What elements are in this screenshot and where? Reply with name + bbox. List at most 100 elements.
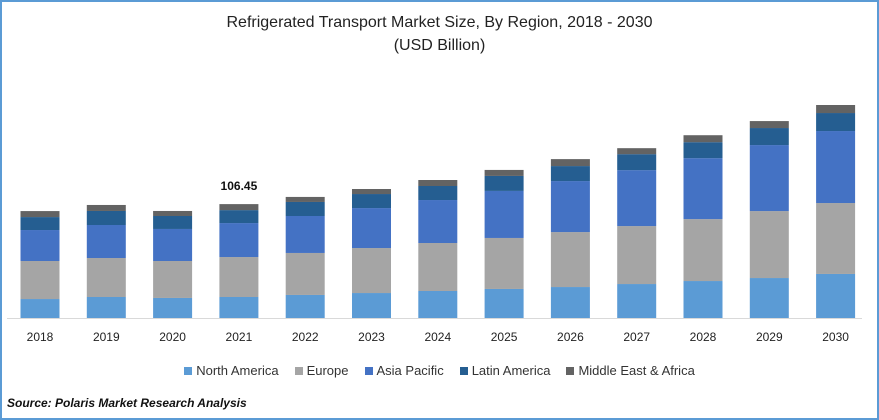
bar-segment-north-america-2025 [484,288,524,318]
bar-segment-middle-east-africa-2019 [86,204,126,211]
x-tick-label: 2024 [424,330,451,344]
bar-segment-middle-east-africa-2024 [418,180,458,186]
chart-title: Refrigerated Transport Market Size, By R… [226,14,653,31]
bar-segment-north-america-2020 [153,297,193,318]
bar-segment-latin-america-2027 [617,154,657,171]
legend-item: Europe [294,363,349,378]
bar-segment-latin-america-2025 [484,175,524,191]
bar-segment-asia-pacific-2026 [550,181,590,233]
bar-segment-latin-america-2028 [683,142,723,159]
bar-segment-latin-america-2019 [86,210,126,225]
x-tick-label: 2026 [557,330,584,344]
legend-item: North America [184,363,279,378]
x-tick-label: 2029 [756,330,783,344]
bar-segment-middle-east-africa-2023 [352,189,391,195]
bar-segment-europe-2025 [484,237,524,289]
x-tick-label: 2022 [292,330,319,344]
bar-segment-asia-pacific-2029 [749,145,789,212]
legend-label: North America [196,363,279,378]
bar-segment-north-america-2018 [20,299,60,318]
bar-segment-asia-pacific-2021 [219,223,259,258]
bar-segment-latin-america-2020 [153,216,193,229]
bar-segment-north-america-2022 [285,294,325,318]
x-tick-label: 2020 [159,330,186,344]
bar-segment-asia-pacific-2019 [86,225,126,258]
legend-label: Middle East & Africa [578,363,695,378]
bar-segment-asia-pacific-2023 [352,208,391,249]
legend-swatch [566,366,575,375]
x-tick-label: 2019 [93,330,120,344]
legend-swatch [459,366,468,375]
bar-segment-north-america-2026 [550,287,590,318]
bar-segment-europe-2028 [683,219,723,282]
bar-segment-middle-east-africa-2029 [749,121,789,129]
bar-segment-latin-america-2026 [550,166,590,182]
bar-segment-middle-east-africa-2021 [219,204,259,211]
bar-segment-europe-2018 [20,261,60,300]
bar-segment-middle-east-africa-2020 [153,210,193,216]
legend-item: Asia Pacific [364,363,444,378]
bar-segment-middle-east-africa-2026 [550,159,590,167]
legend-item: Middle East & Africa [566,363,695,378]
legend-swatch [294,366,303,375]
chart-legend: North America Europe Asia Pacific Latin Ame… [0,363,879,378]
bar-segment-latin-america-2023 [352,194,391,209]
legend-swatch [364,366,373,375]
legend-item: Latin America [459,363,551,378]
bar-segment-latin-america-2021 [219,210,259,224]
bar-segment-north-america-2030 [816,273,856,318]
bar-segment-middle-east-africa-2022 [285,196,325,202]
bar-segment-europe-2024 [418,243,458,291]
bar-segment-europe-2019 [86,258,126,297]
bar-segment-latin-america-2022 [285,201,325,216]
bar-segment-asia-pacific-2028 [683,158,723,220]
x-tick-label: 2021 [226,330,253,344]
chart-subtitle: (USD Billion) [393,37,486,54]
bar-segment-asia-pacific-2022 [285,216,325,253]
legend-label: Latin America [471,363,551,378]
legend-label: Asia Pacific [376,363,444,378]
bar-segment-latin-america-2029 [749,128,789,146]
bar-segment-north-america-2027 [617,284,657,318]
x-tick-label: 2025 [491,330,518,344]
bar-segment-europe-2021 [219,257,259,297]
bar-segment-latin-america-2030 [816,113,856,132]
legend-swatch [184,366,193,375]
bar-segment-asia-pacific-2027 [617,170,657,227]
x-tick-label: 2023 [358,330,385,344]
bar-segment-europe-2023 [352,248,391,294]
bar-segment-north-america-2024 [418,291,458,318]
chart-plot: 2018 2019 2020 2021 106.45 2022 2023 2024 2025 20… [7,105,862,344]
bar-segment-middle-east-africa-2025 [484,169,524,176]
bar-segment-north-america-2029 [749,278,789,318]
bar-segment-middle-east-africa-2027 [617,148,657,155]
bar-segment-asia-pacific-2030 [816,131,856,204]
bar-segment-north-america-2019 [86,297,126,318]
bar-segment-europe-2027 [617,226,657,285]
bar-segment-latin-america-2018 [20,217,60,231]
bar-segment-asia-pacific-2020 [153,228,193,261]
bar-segment-asia-pacific-2018 [20,230,60,261]
data-label: 106.45 [221,179,258,193]
bar-segment-europe-2020 [153,261,193,298]
legend-label: Europe [306,363,349,378]
bar-segment-latin-america-2024 [418,186,458,201]
bar-segment-north-america-2023 [352,293,391,318]
bar-segment-north-america-2021 [219,297,259,318]
x-tick-label: 2028 [690,330,717,344]
bar-segment-asia-pacific-2024 [418,200,458,243]
bar-segment-middle-east-africa-2030 [816,105,856,114]
x-tick-label: 2018 [27,330,54,344]
bar-segment-asia-pacific-2025 [484,190,524,238]
bar-segment-middle-east-africa-2028 [683,135,723,143]
bar-segment-europe-2029 [749,211,789,279]
bar-segment-europe-2026 [550,232,590,288]
bar-segment-europe-2022 [285,252,325,295]
source-note: Source: Polaris Market Research Analysis [7,396,247,410]
x-tick-label: 2027 [623,330,650,344]
bar-segment-middle-east-africa-2018 [20,211,60,218]
bar-segment-north-america-2028 [683,281,723,318]
bar-segment-europe-2030 [816,203,856,274]
x-tick-label: 2030 [822,330,849,344]
